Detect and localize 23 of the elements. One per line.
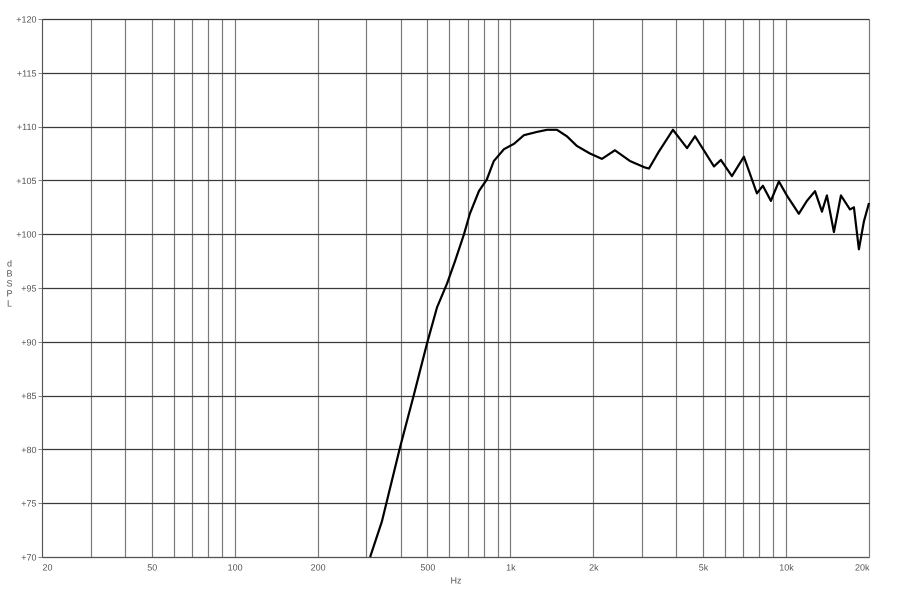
x-axis-title: Hz: [450, 576, 462, 586]
x-tick-label: 50: [147, 562, 158, 572]
x-tick-label: 200: [310, 562, 326, 572]
x-tick-label: 20: [42, 562, 53, 572]
y-tick-label: +70: [21, 552, 36, 562]
y-axis-title: dB SPL: [6, 258, 13, 308]
y-tick-label: +105: [16, 176, 36, 186]
y-tick-label: +110: [16, 122, 36, 132]
y-tick-label: +115: [16, 68, 36, 78]
y-tick-label: +90: [21, 337, 36, 348]
y-tick-label: +85: [21, 391, 36, 402]
y-tick-label: +95: [21, 284, 36, 294]
x-tick-label: 500: [420, 562, 436, 572]
y-tick-label: +120: [16, 14, 36, 24]
y-tick-label: +75: [21, 498, 36, 509]
x-tick-label: 5k: [698, 562, 709, 572]
x-tick-label: 20k: [854, 562, 870, 572]
x-tick-label: 1k: [506, 562, 516, 572]
x-tick-label: 2k: [589, 562, 600, 572]
x-tick-label: 100: [228, 562, 243, 572]
y-tick-label: +80: [21, 444, 36, 455]
x-tick-label: 10k: [779, 562, 794, 572]
y-tick-label: +100: [16, 230, 36, 240]
